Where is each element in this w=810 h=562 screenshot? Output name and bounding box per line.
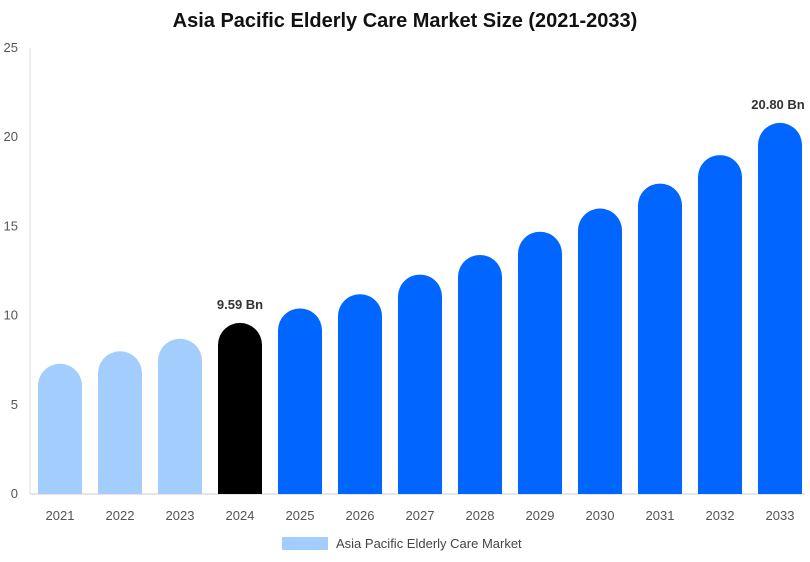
bar-2022 [98,351,142,494]
x-tick-label: 2021 [46,508,75,523]
y-tick-label: 15 [4,218,18,233]
bar-2021 [38,363,82,494]
chart-title: Asia Pacific Elderly Care Market Size (2… [172,10,638,32]
bar-2030 [578,208,622,495]
bar-2026 [338,294,382,494]
y-tick-label: 5 [11,397,18,412]
x-tick-label: 2025 [286,508,315,523]
bar-2024 [218,322,262,494]
bar-2031 [638,183,682,495]
x-tick-label: 2022 [106,508,135,523]
bar-2028 [458,254,502,494]
bar-2027 [398,274,442,494]
bar-2033 [758,122,802,494]
x-tick-label: 2024 [226,508,255,523]
bar-2029 [518,231,562,494]
legend-swatch [282,537,328,550]
x-tick-label: 2031 [646,508,675,523]
y-tick-label: 0 [11,486,18,501]
x-tick-label: 2030 [586,508,615,523]
bar-2025 [278,308,322,494]
bar-2023 [158,338,202,494]
x-tick-label: 2027 [406,508,435,523]
y-tick-label: 25 [4,40,18,55]
bar-2032 [698,155,742,494]
x-tick-label: 2026 [346,508,375,523]
data-label: 9.59 Bn [217,297,263,312]
legend-label: Asia Pacific Elderly Care Market [336,536,522,551]
data-label: 20.80 Bn [751,97,805,112]
x-tick-label: 2028 [466,508,495,523]
x-tick-label: 2023 [166,508,195,523]
legend[interactable]: Asia Pacific Elderly Care Market [282,536,522,551]
x-tick-label: 2033 [766,508,795,523]
x-tick-label: 2029 [526,508,555,523]
y-tick-label: 20 [4,129,18,144]
y-tick-label: 10 [4,308,18,323]
x-tick-label: 2032 [706,508,735,523]
